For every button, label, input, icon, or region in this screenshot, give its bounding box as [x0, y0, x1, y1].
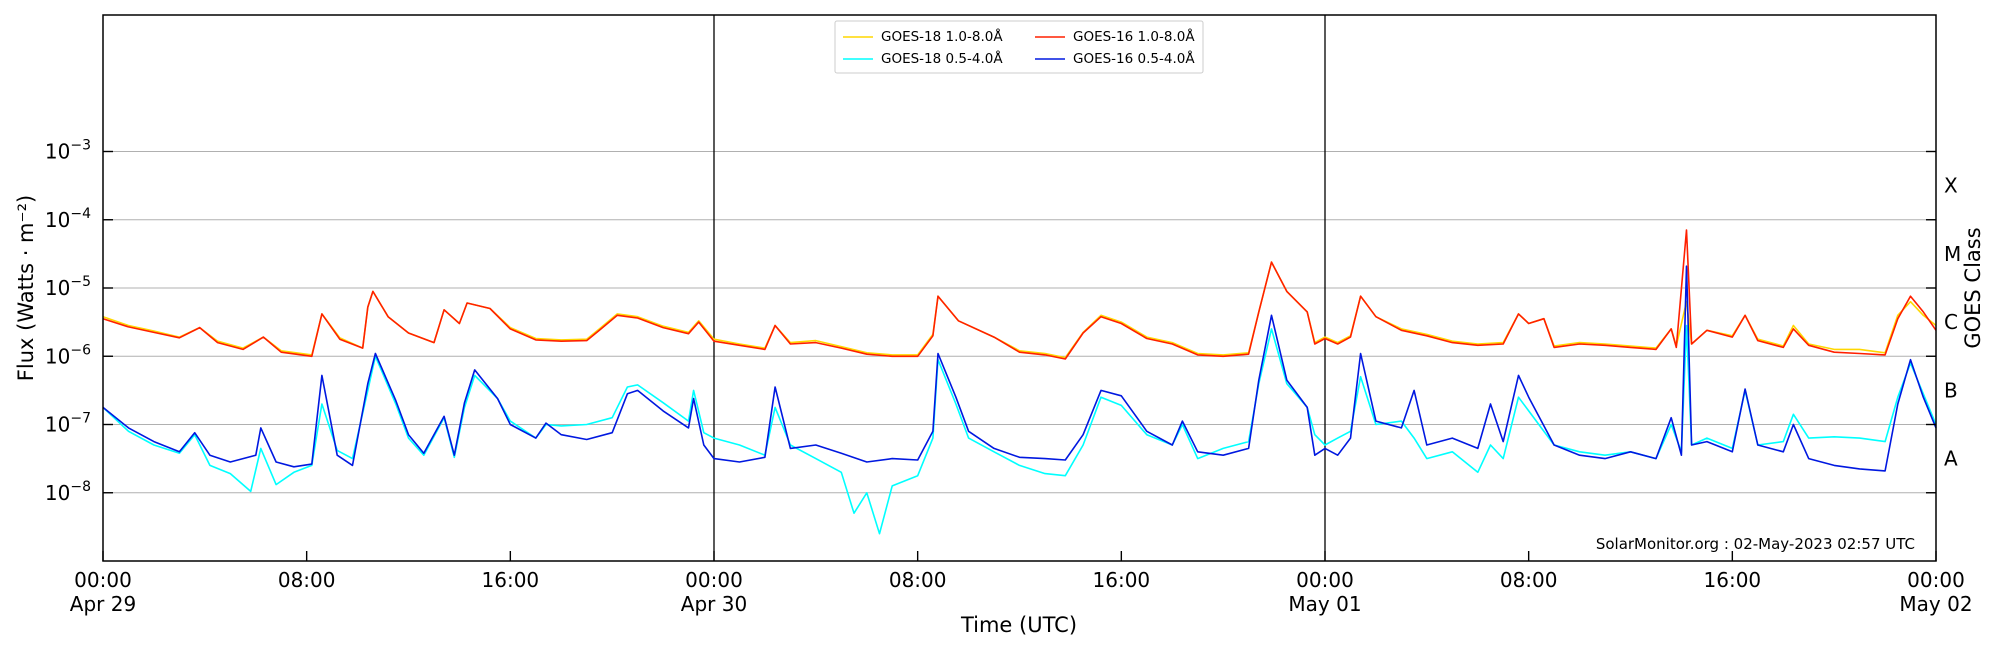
y-tick-label: 10−7: [45, 411, 91, 437]
y-tick-label: 10−4: [45, 206, 91, 232]
x-tick-time-label: 16:00: [1093, 568, 1151, 592]
legend: GOES-18 1.0-8.0Å GOES-18 0.5-4.0Å GOES-1…: [834, 20, 1204, 74]
x-axis-title: Time (UTC): [960, 613, 1077, 637]
legend-label-goes16-short: GOES-16 0.5-4.0Å: [1073, 50, 1195, 67]
right-axis-title: GOES Class: [1961, 227, 1985, 348]
x-tick-date-label: Apr 30: [681, 592, 747, 616]
y-tick-label: 10−6: [45, 342, 91, 368]
y-tick-label: 10−5: [45, 274, 91, 300]
goes-class-label: C: [1944, 310, 1958, 334]
legend-label-goes18-short: GOES-18 0.5-4.0Å: [881, 50, 1003, 67]
x-tick-time-label: 00:00: [74, 568, 132, 592]
goes-class-label: B: [1944, 378, 1958, 402]
x-tick-date-label: May 01: [1288, 592, 1361, 616]
x-tick-time-label: 08:00: [1500, 568, 1558, 592]
day-divider-lines: [713, 15, 1326, 561]
goes-class-label: A: [1944, 447, 1958, 471]
series-line-4: [102, 265, 1937, 472]
x-tick-time-label: 08:00: [889, 568, 947, 592]
x-tick-time-label: 00:00: [1296, 568, 1354, 592]
legend-label-goes18-long: GOES-18 1.0-8.0Å: [881, 28, 1003, 45]
x-tick-time-label: 08:00: [278, 568, 336, 592]
goes-class-labels: X M C B A: [1944, 174, 1961, 471]
credit-text: SolarMonitor.org : 02-May-2023 02:57 UTC: [1596, 535, 1915, 553]
grid-lines: [103, 151, 1936, 494]
series-lines: [102, 229, 1937, 535]
y-tick-label: 10−8: [45, 479, 91, 505]
legend-label-goes16-long: GOES-16 1.0-8.0Å: [1073, 28, 1195, 45]
y-tick-label: 10−3: [45, 138, 91, 164]
y-axis-title: Flux (Watts · m⁻²): [14, 195, 38, 381]
goes-class-label: X: [1944, 174, 1958, 198]
x-tick-time-label: 00:00: [1907, 568, 1965, 592]
x-tick-time-label: 16:00: [482, 568, 540, 592]
series-line-2: [102, 229, 1937, 360]
x-tick-date-label: May 02: [1899, 592, 1972, 616]
x-tick-date-label: Apr 29: [70, 592, 136, 616]
legend-box: [834, 20, 1204, 74]
x-tick-time-label: 00:00: [685, 568, 743, 592]
goes-class-label: M: [1944, 242, 1961, 266]
x-tick-time-label: 16:00: [1704, 568, 1762, 592]
